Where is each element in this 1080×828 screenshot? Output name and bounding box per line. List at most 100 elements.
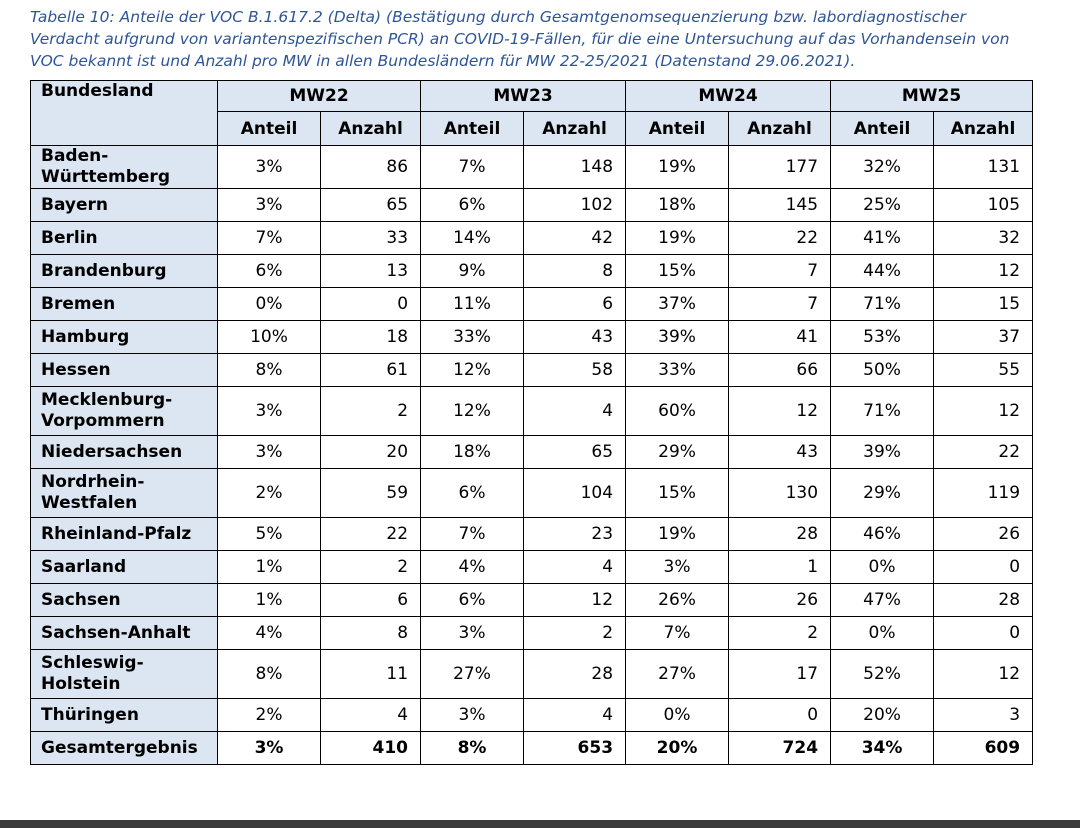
count-cell: 609	[933, 731, 1034, 765]
share-cell: 52%	[830, 649, 935, 699]
count-cell: 0	[319, 287, 422, 321]
share-cell: 8%	[217, 649, 321, 699]
row-label: Sachsen	[30, 583, 218, 617]
share-cell: 10%	[217, 320, 321, 354]
count-cell: 15	[933, 287, 1034, 321]
count-cell: 130	[728, 468, 832, 518]
share-cell: 29%	[830, 468, 935, 518]
count-cell: 6	[523, 287, 627, 321]
row-label: Niedersachsen	[30, 435, 218, 469]
share-cell: 41%	[830, 221, 935, 255]
share-cell: 33%	[420, 320, 525, 354]
count-cell: 0	[933, 550, 1034, 584]
count-cell: 41	[728, 320, 832, 354]
count-cell: 410	[319, 731, 422, 765]
count-cell: 37	[933, 320, 1034, 354]
count-cell: 33	[319, 221, 422, 255]
share-cell: 46%	[830, 517, 935, 551]
row-label: Hamburg	[30, 320, 218, 354]
table-row: Bayern 3% 65 6% 102 18% 145 25% 105	[30, 188, 1034, 222]
count-cell: 4	[523, 698, 627, 732]
count-cell: 22	[319, 517, 422, 551]
count-cell: 0	[933, 616, 1034, 650]
table-row: Rheinland-Pfalz 5% 22 7% 23 19% 28 46% 26	[30, 517, 1034, 551]
row-label: Thüringen	[30, 698, 218, 732]
share-cell: 39%	[830, 435, 935, 469]
count-cell: 61	[319, 353, 422, 387]
table-row: Hessen 8% 61 12% 58 33% 66 50% 55	[30, 353, 1034, 387]
count-cell: 58	[523, 353, 627, 387]
subheader-cell: Anzahl	[319, 111, 422, 146]
share-cell: 3%	[217, 188, 321, 222]
subheader-cell: Anteil	[625, 111, 730, 146]
share-cell: 4%	[217, 616, 321, 650]
count-cell: 12	[933, 649, 1034, 699]
share-cell: 44%	[830, 254, 935, 288]
count-cell: 65	[319, 188, 422, 222]
share-cell: 9%	[420, 254, 525, 288]
share-cell: 14%	[420, 221, 525, 255]
count-cell: 18	[319, 320, 422, 354]
share-cell: 39%	[625, 320, 730, 354]
count-cell: 104	[523, 468, 627, 518]
share-cell: 33%	[625, 353, 730, 387]
share-cell: 3%	[217, 435, 321, 469]
row-label: Hessen	[30, 353, 218, 387]
count-cell: 26	[933, 517, 1034, 551]
table-row: Brandenburg 6% 13 9% 8 15% 7 44% 12	[30, 254, 1034, 288]
share-cell: 26%	[625, 583, 730, 617]
count-cell: 1	[728, 550, 832, 584]
row-label: Rheinland-Pfalz	[30, 517, 218, 551]
share-cell: 1%	[217, 583, 321, 617]
share-cell: 2%	[217, 698, 321, 732]
share-cell: 6%	[420, 583, 525, 617]
row-label: Gesamtergebnis	[30, 731, 218, 765]
share-cell: 27%	[625, 649, 730, 699]
count-cell: 2	[728, 616, 832, 650]
share-cell: 6%	[420, 468, 525, 518]
table-row: Nordrhein- Westfalen 2% 59 6% 104 15% 130 29% 119	[30, 468, 1034, 518]
share-cell: 0%	[830, 550, 935, 584]
share-cell: 3%	[420, 698, 525, 732]
share-cell: 11%	[420, 287, 525, 321]
share-cell: 0%	[625, 698, 730, 732]
group-header: MW23	[420, 80, 627, 112]
count-cell: 12	[933, 254, 1034, 288]
subheader-cell: Anteil	[217, 111, 321, 146]
count-cell: 13	[319, 254, 422, 288]
share-cell: 0%	[217, 287, 321, 321]
row-label: Mecklenburg- Vorpommern	[30, 386, 218, 436]
count-cell: 12	[728, 386, 832, 436]
count-cell: 11	[319, 649, 422, 699]
count-cell: 4	[523, 550, 627, 584]
count-cell: 119	[933, 468, 1034, 518]
share-cell: 27%	[420, 649, 525, 699]
table: Bundesland MW22 MW23 MW24 MW25 Anteil Anzahl An…	[30, 80, 1034, 765]
subheader-cell: Anteil	[830, 111, 935, 146]
share-cell: 8%	[420, 731, 525, 765]
table-row: Berlin 7% 33 14% 42 19% 22 41% 32	[30, 221, 1034, 255]
count-cell: 65	[523, 435, 627, 469]
count-cell: 28	[933, 583, 1034, 617]
share-cell: 71%	[830, 386, 935, 436]
row-label: Bremen	[30, 287, 218, 321]
count-cell: 23	[523, 517, 627, 551]
share-cell: 6%	[217, 254, 321, 288]
table-row: Schleswig- Holstein 8% 11 27% 28 27% 17 52% 12	[30, 649, 1034, 699]
count-cell: 8	[523, 254, 627, 288]
count-cell: 66	[728, 353, 832, 387]
header-row: Bundesland MW22 MW23 MW24 MW25	[30, 80, 1034, 146]
count-cell: 17	[728, 649, 832, 699]
subheader-cell: Anteil	[420, 111, 525, 146]
share-cell: 7%	[420, 145, 525, 189]
share-cell: 3%	[420, 616, 525, 650]
share-cell: 19%	[625, 145, 730, 189]
share-cell: 6%	[420, 188, 525, 222]
share-cell: 18%	[625, 188, 730, 222]
count-cell: 7	[728, 287, 832, 321]
share-cell: 37%	[625, 287, 730, 321]
row-label: Berlin	[30, 221, 218, 255]
subheader-cell: Anzahl	[523, 111, 627, 146]
group-header: MW25	[830, 80, 1034, 112]
share-cell: 7%	[625, 616, 730, 650]
